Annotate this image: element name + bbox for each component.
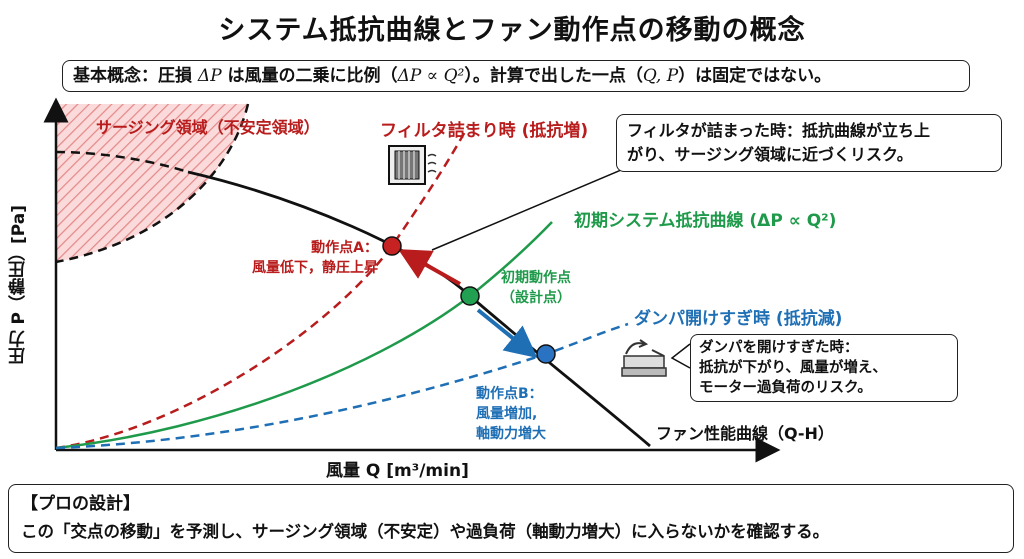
move-arrow-to-a [398,249,461,286]
fan-curve-stall [55,150,189,174]
filter-callout-line2: がり、サージング領域に近づくリスク。 [627,145,913,164]
point-initial-label: 初期動作点 （設計点） [486,268,586,308]
filter-curve-label: フィルタ詰まり時 (抵抗増) [380,121,589,141]
damper-callout-line3: モーター過負荷のリスク。 [699,380,872,396]
pro-heading: 【プロの設計】 [21,494,140,514]
concept-point: Q, P [642,66,679,86]
damper-callout-line1: ダンパを開けすぎた時： [699,340,859,356]
page-title: システム抵抗曲線とファン動作点の移動の概念 [218,15,806,46]
concept-prefix: 基本概念：圧損 [73,66,198,86]
point-b-line3: 軸動力増大 [476,426,546,442]
concept-middle: は風量の二乗に比例（ [221,66,398,86]
operating-point-a [382,236,402,256]
operating-point-b [536,344,556,364]
damper-callout-pointer [670,343,691,369]
x-axis-label: 風量 Q [m³/min] [326,461,469,481]
concept-after: ）。計算で出した一点（ [464,66,643,86]
damper-curve [55,322,629,450]
filter-icon [388,145,437,185]
filter-callout-pointer [431,161,641,251]
concept-formula-dp: ΔP [197,66,222,86]
point-a-line2: 風量低下，静圧上昇 [252,260,378,276]
damper-curve-label: ダンパ開けすぎ時 (抵抗減) [634,309,843,329]
pro-design-box: 【プロの設計】 この「交点の移動」を予測し、サージング領域（不安定）や過負荷（軸… [8,484,1014,553]
surging-label: サージング領域（不安定領域） [96,118,320,137]
move-arrow-to-b [476,308,538,359]
initial-curve [55,221,553,450]
point-b-line1: 動作点B： [476,386,543,402]
fan-curve-label: ファン性能曲線（Q-H） [656,424,834,443]
point-a-label: 動作点A： 風量低下，静圧上昇 [232,238,378,278]
initial-curve-label: 初期システム抵抗曲線 (ΔP ∝ Q²) [574,211,837,231]
concept-suffix: ）は固定ではない。 [678,66,832,86]
point-a-line1: 動作点A： [311,240,378,256]
damper-icon [621,339,667,377]
damper-callout-line2: 抵抗が下がり、風量が増え、 [699,360,887,376]
surging-region [56,104,248,262]
point-initial-line1: 初期動作点 [501,270,571,286]
y-axis-label: 圧力 P（静圧）[Pa] [9,205,29,365]
filter-callout: フィルタが詰まった時：抵抗曲線が立ち上 がり、サージング領域に近づくリスク。 [616,114,1002,172]
point-b-line2: 風量増加, [476,406,538,422]
damper-callout: ダンパを開けすぎた時： 抵抗が下がり、風量が増え、 モーター過負荷のリスク。 [690,334,958,402]
concept-box: 基本概念：圧損 ΔP は風量の二乗に比例（ΔP ∝ Q²）。計算で出した一点（Q… [62,60,970,92]
point-initial-line2: （設計点） [501,290,571,306]
pro-body: この「交点の移動」を予測し、サージング領域（不安定）や過負荷（軸動力増大）に入ら… [21,522,830,541]
filter-curve [55,125,470,450]
point-b-label: 動作点B： 風量増加, 軸動力増大 [476,384,546,444]
operating-point-initial [460,286,480,306]
concept-formula-prop: ΔP ∝ Q² [397,66,465,86]
filter-callout-line1: フィルタが詰まった時：抵抗曲線が立ち上 [627,121,931,140]
